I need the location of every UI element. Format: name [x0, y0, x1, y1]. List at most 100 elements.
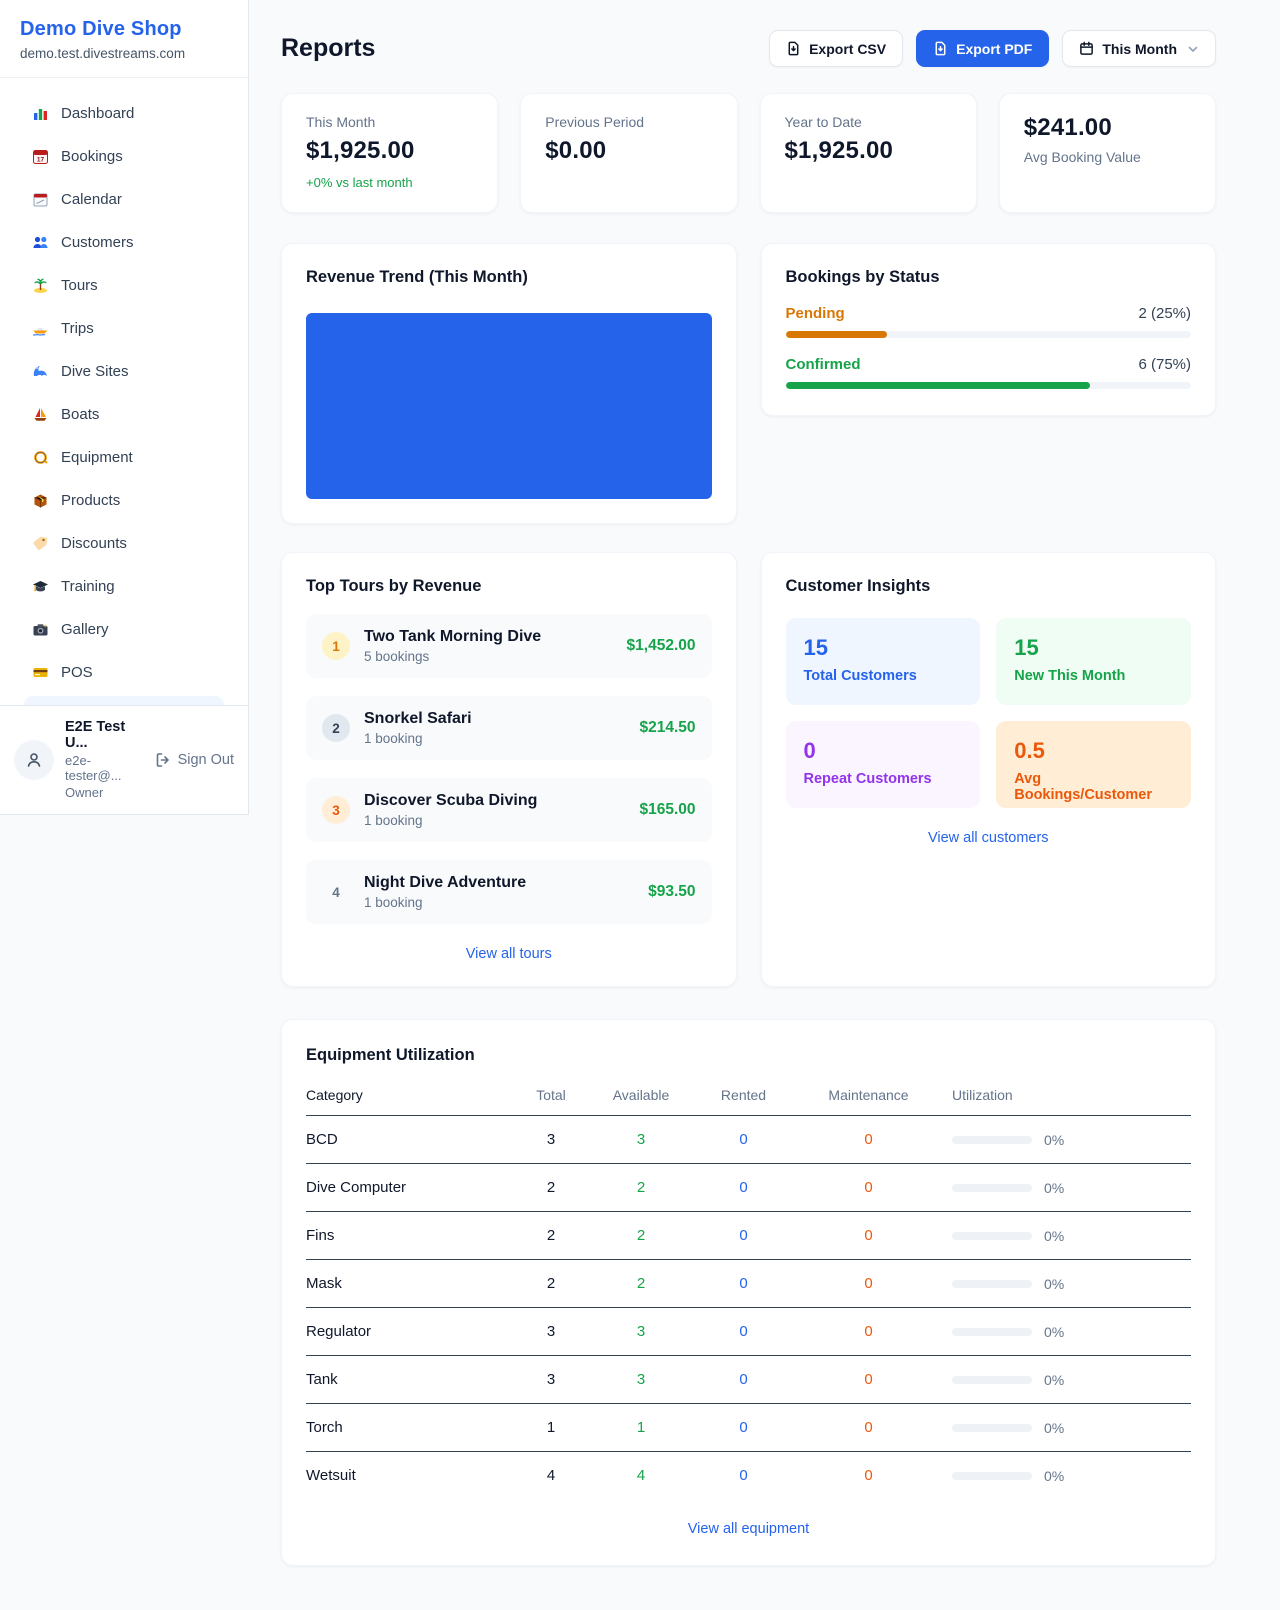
dive-mask-icon [34, 451, 48, 464]
stat-value: $241.00 [1023, 114, 1112, 141]
tile-new-this-month: 15 New This Month [996, 618, 1191, 705]
cell-rented: 0 [739, 1131, 748, 1148]
column-header-maintenance: Maintenance [828, 1087, 909, 1103]
tile-repeat-customers: 0 Repeat Customers [785, 721, 981, 808]
cell-category: Regulator [306, 1323, 372, 1340]
sidebar-item-label: POS [61, 664, 93, 681]
stat-label: Avg Booking Value [1023, 149, 1141, 165]
cell-available: 2 [636, 1227, 646, 1244]
sidebar-item-trips[interactable]: Trips [12, 307, 236, 350]
shop-name: Demo Dive Shop [20, 18, 182, 40]
view-all-customers-link[interactable]: View all customers [927, 830, 1049, 846]
sidebar-item-discounts[interactable]: Discounts [12, 522, 236, 565]
sidebar-item-tours[interactable]: Tours [12, 264, 236, 307]
sign-out-icon [156, 752, 169, 767]
tour-bookings: 1 booking [364, 813, 423, 828]
user-email: e2e-tester@... [65, 753, 122, 783]
top-tours-card: Top Tours by Revenue 1 Two Tank Morning … [281, 552, 737, 987]
sidebar-item-products[interactable]: Products [12, 479, 236, 522]
top-tours-title: Top Tours by Revenue [306, 577, 482, 595]
export-csv-label: Export CSV [809, 40, 887, 57]
tour-bookings: 1 booking [364, 895, 423, 910]
sidebar: Demo Dive Shop demo.test.divestreams.com… [0, 0, 249, 815]
sidebar-item-label: Boats [61, 406, 100, 423]
progress-track [785, 382, 1191, 389]
status-count: 6 (75%) [1138, 356, 1191, 373]
cell-category: Torch [306, 1419, 343, 1436]
status-count: 2 (25%) [1138, 305, 1191, 322]
cell-total: 3 [546, 1323, 556, 1340]
table-row: Fins 2 2 0 0 0% [306, 1212, 1191, 1260]
rank-badge: 1 [322, 632, 350, 660]
sidebar-item-calendar[interactable]: Calendar [12, 178, 236, 221]
revenue-trend-card: Revenue Trend (This Month) [281, 243, 737, 524]
sidebar-item-customers[interactable]: Customers [12, 221, 236, 264]
sidebar-item-gallery[interactable]: Gallery [12, 608, 236, 651]
tour-row: 3 Discover Scuba Diving 1 booking $165.0… [306, 778, 712, 842]
cell-rented: 0 [739, 1227, 748, 1244]
sidebar-item-dashboard[interactable]: Dashboard [12, 92, 236, 135]
sidebar-item-label: Products [61, 492, 121, 509]
sidebar-item-reports-active-partial[interactable] [24, 696, 224, 705]
tour-name: Night Dive Adventure [364, 874, 527, 891]
export-csv-button[interactable]: Export CSV [769, 30, 904, 67]
table-row: Wetsuit 4 4 0 0 0% [306, 1452, 1191, 1499]
bar-chart-icon [34, 109, 47, 120]
calendar-icon [1080, 41, 1094, 55]
export-pdf-button[interactable]: Export PDF [916, 30, 1050, 67]
table-row: Dive Computer 2 2 0 0 0% [306, 1164, 1191, 1212]
sidebar-nav: Dashboard 17 Bookings Calendar Customers… [0, 78, 248, 705]
status-label: Confirmed [785, 356, 861, 373]
cell-maintenance: 0 [864, 1275, 873, 1292]
tour-name: Discover Scuba Diving [364, 792, 538, 809]
progress-fill [785, 382, 1090, 389]
view-all-tours-link[interactable]: View all tours [465, 946, 552, 962]
tile-value: 0.5 [1014, 738, 1045, 763]
tile-label: New This Month [1014, 668, 1126, 684]
sidebar-item-pos[interactable]: POS [12, 651, 236, 694]
cell-category: Mask [306, 1275, 342, 1292]
cell-rented: 0 [739, 1467, 748, 1484]
column-header-rented: Rented [720, 1087, 767, 1103]
tour-amount: $165.00 [639, 801, 696, 818]
period-dropdown[interactable]: This Month [1062, 30, 1216, 67]
sign-out-label: Sign Out [177, 751, 234, 768]
customer-insights-title: Customer Insights [785, 577, 931, 595]
rank-badge: 4 [332, 884, 340, 900]
stat-delta: +0% vs last month [306, 175, 413, 190]
sidebar-item-bookings[interactable]: 17 Bookings [12, 135, 236, 178]
cell-utilization: 0% [1044, 1419, 1065, 1436]
stat-value: $0.00 [545, 137, 607, 164]
svg-text:17: 17 [37, 157, 45, 164]
tile-label: Repeat Customers [803, 771, 932, 787]
sidebar-item-training[interactable]: Training [12, 565, 236, 608]
user-info: E2E Test U... e2e-tester@... Owner [65, 719, 144, 800]
status-label: Pending [785, 305, 845, 322]
island-icon [34, 278, 47, 293]
sign-out-button[interactable]: Sign Out [155, 752, 234, 768]
sidebar-item-label: Calendar [61, 191, 122, 208]
cell-available: 4 [636, 1467, 646, 1484]
stat-this-month: This Month $1,925.00 +0% vs last month [281, 93, 499, 213]
view-all-equipment-link[interactable]: View all equipment [687, 1521, 810, 1537]
sidebar-item-equipment[interactable]: Equipment [12, 436, 236, 479]
equipment-table-header: Category Total Available Rented Maintena… [306, 1087, 1191, 1116]
utilization-bar [952, 1375, 1032, 1384]
cell-maintenance: 0 [864, 1227, 873, 1244]
page-header: Reports Export CSV Export PDF This Month [281, 30, 1216, 67]
cell-total: 3 [546, 1131, 556, 1148]
cell-category: Tank [306, 1371, 338, 1388]
stat-label: Year to Date [784, 114, 862, 130]
cell-utilization: 0% [1044, 1179, 1065, 1196]
status-row-confirmed: Confirmed 6 (75%) [785, 356, 1191, 389]
cell-available: 1 [636, 1419, 646, 1436]
calendar-17-icon: 17 [33, 150, 48, 164]
cell-total: 2 [546, 1275, 556, 1292]
sidebar-item-dive-sites[interactable]: Dive Sites [12, 350, 236, 393]
cell-rented: 0 [739, 1323, 748, 1340]
charts-row: Revenue Trend (This Month) Bookings by S… [281, 243, 1216, 524]
tile-value: 15 [803, 635, 828, 660]
revenue-trend-chart [306, 313, 712, 499]
sidebar-item-boats[interactable]: Boats [12, 393, 236, 436]
cell-total: 1 [546, 1419, 556, 1436]
